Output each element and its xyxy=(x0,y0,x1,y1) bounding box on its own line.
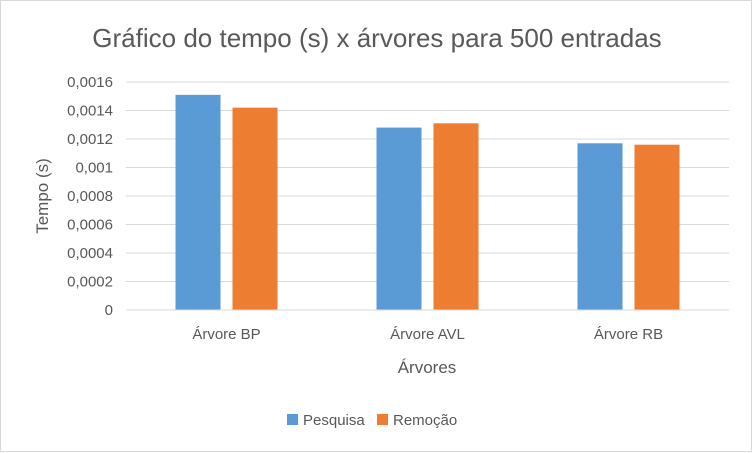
y-tick-label: 0,0014 xyxy=(67,103,113,120)
y-tick-label: 0,0008 xyxy=(67,188,113,205)
y-tick-label: 0,0004 xyxy=(67,245,113,262)
x-axis-ticks: Árvore BP Árvore AVL Árvore RB xyxy=(192,326,663,343)
gridlines xyxy=(126,81,729,282)
chart-title: Gráfico do tempo (s) x árvores para 500 … xyxy=(92,23,661,53)
legend-swatch-pesquisa xyxy=(287,414,298,425)
y-tick-label: 0,0016 xyxy=(67,74,113,91)
y-tick-label: 0,0012 xyxy=(67,131,113,148)
y-tick-label: 0,0002 xyxy=(67,274,113,291)
legend: Pesquisa Remoção xyxy=(287,412,457,429)
x-axis-title: Árvores xyxy=(398,358,457,377)
bar-remoção-1 xyxy=(232,107,278,311)
bar-pesquisa-1 xyxy=(175,94,221,310)
y-axis-ticks: 0 0,0002 0,0004 0,0006 0,0008 0,001 0,0012 0,00… xyxy=(67,74,113,319)
legend-label: Pesquisa xyxy=(303,412,365,429)
bar-remoção-2 xyxy=(433,123,479,310)
bar-pesquisa-3 xyxy=(577,143,623,310)
x-tick-label: Árvore AVL xyxy=(390,326,465,343)
legend-swatch-remoção xyxy=(377,414,388,425)
y-tick-label: 0,0006 xyxy=(67,217,113,234)
y-tick-label: 0 xyxy=(105,302,113,319)
bars xyxy=(175,94,680,311)
bar-pesquisa-2 xyxy=(376,127,422,310)
x-tick-label: Árvore BP xyxy=(192,326,260,343)
y-tick-label: 0,001 xyxy=(75,160,113,177)
bar-remoção-3 xyxy=(634,144,680,310)
x-tick-label: Árvore RB xyxy=(594,326,663,343)
y-axis-title: Tempo (s) xyxy=(33,158,52,234)
legend-label: Remoção xyxy=(393,412,457,429)
